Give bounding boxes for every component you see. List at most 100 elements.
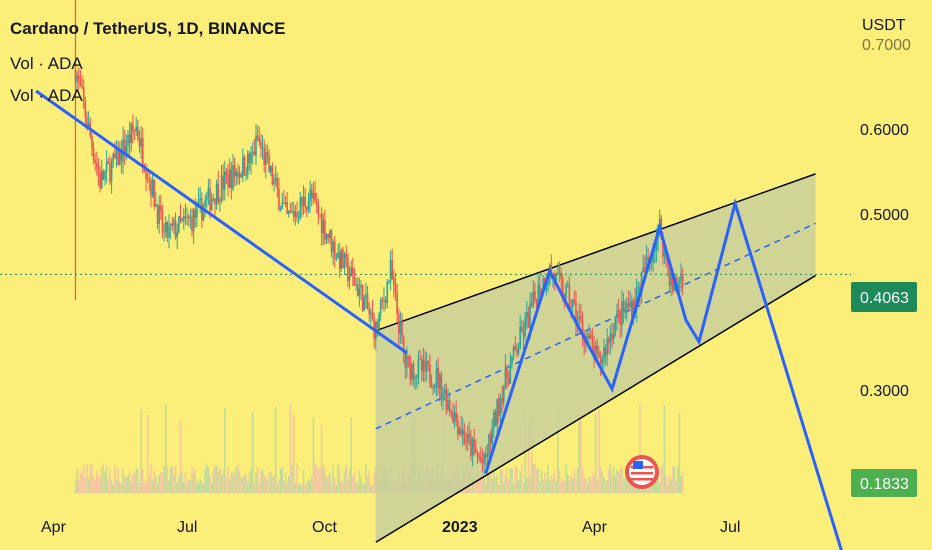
volume-bar <box>225 477 228 493</box>
volume-bar <box>214 465 216 493</box>
candle-body <box>173 220 175 226</box>
candle-body <box>476 452 479 456</box>
volume-bar <box>291 465 293 493</box>
candle-body <box>243 156 246 176</box>
volume-bar <box>365 464 367 493</box>
candle-body <box>586 335 589 339</box>
volume-bar <box>493 464 495 493</box>
volume-bar <box>266 480 269 493</box>
candle-body <box>137 126 139 139</box>
candle-body <box>450 410 453 413</box>
volume-bar <box>294 482 297 493</box>
volume-bar <box>265 478 267 493</box>
candle-body <box>187 216 190 219</box>
candle-body <box>591 338 594 347</box>
candle-body <box>397 313 400 334</box>
volume-bar <box>99 477 101 493</box>
candle-body <box>184 215 187 218</box>
candle-body <box>488 434 490 455</box>
candle-body <box>606 338 608 356</box>
candle-body <box>662 240 664 257</box>
volume-bar <box>222 470 224 493</box>
projection-path <box>484 198 843 550</box>
volume-bar <box>539 481 541 493</box>
volume-bar <box>235 468 238 493</box>
volume-indicator-2[interactable]: Vol · ADA <box>10 86 83 105</box>
candle-body <box>297 217 300 219</box>
candle-body <box>529 303 531 328</box>
volume-bar <box>330 484 333 493</box>
candle-body <box>542 278 544 292</box>
volume-bar <box>565 463 567 493</box>
candle-body <box>575 302 577 324</box>
volume-bar <box>560 481 562 493</box>
candle-body <box>479 457 482 461</box>
candle-body <box>168 226 170 238</box>
axes: USDT 0.7000 0.6000 0.5000 0.3000 Apr Jul… <box>41 17 911 536</box>
candle-body <box>463 429 466 443</box>
volume-bar <box>255 472 257 493</box>
candle-body <box>494 411 497 426</box>
volume-bar <box>583 476 585 493</box>
volume-bar <box>607 469 610 493</box>
volume-bar <box>639 403 641 493</box>
candle-body <box>383 299 385 301</box>
volume-bar <box>573 469 576 493</box>
candle-body <box>77 75 80 79</box>
volume-bar <box>517 480 520 493</box>
candle-body <box>140 137 142 147</box>
volume-bar <box>160 472 162 493</box>
candle-body <box>430 383 433 388</box>
volume-bar <box>475 482 477 493</box>
us-flag-icon[interactable] <box>625 455 659 489</box>
candle-body <box>447 400 449 411</box>
candle-body <box>87 122 90 127</box>
candle-body <box>517 348 520 354</box>
volume-bar <box>545 480 548 493</box>
candle-body <box>532 290 535 306</box>
volume-bar <box>616 469 618 493</box>
volume-bar <box>353 472 356 493</box>
volume-bar <box>347 478 349 493</box>
candle-body <box>391 260 393 279</box>
volume-indicator-1[interactable]: Vol · ADA <box>10 54 83 73</box>
candle-body <box>179 216 182 222</box>
candle-body <box>340 249 343 269</box>
candle-body <box>169 224 172 227</box>
candle-body <box>417 359 420 376</box>
drawings[interactable] <box>0 89 851 550</box>
channel-midline <box>375 222 816 430</box>
volume-bar <box>507 479 510 493</box>
candle-body <box>361 285 364 311</box>
volume-bar <box>604 481 607 493</box>
volume-bar <box>243 474 246 493</box>
candle-body <box>133 130 136 132</box>
candle-body <box>594 345 597 360</box>
candle-body <box>580 316 582 320</box>
volume-bar <box>621 466 623 493</box>
volume-bar <box>250 469 252 493</box>
candle-body <box>281 202 284 210</box>
volume-bar <box>184 472 187 493</box>
candle-body <box>204 200 206 207</box>
candle-body <box>358 288 361 296</box>
candle-body <box>670 275 672 286</box>
candle-body <box>442 393 444 400</box>
volume-bar <box>609 464 612 493</box>
candle-body <box>289 211 292 213</box>
volume-bar <box>345 464 348 493</box>
volume-bar <box>173 475 175 493</box>
volume-bar <box>187 479 190 493</box>
volume-bar <box>324 469 326 493</box>
candle-body <box>427 361 430 364</box>
volume-bar <box>261 470 264 493</box>
volume-bar <box>356 484 359 493</box>
volume-bar <box>114 465 116 493</box>
candle-body <box>604 347 607 356</box>
candle-body <box>227 174 229 188</box>
candle-body <box>294 212 297 217</box>
candle-body <box>248 153 251 163</box>
candle-body <box>562 279 564 296</box>
candle-body <box>205 196 208 201</box>
